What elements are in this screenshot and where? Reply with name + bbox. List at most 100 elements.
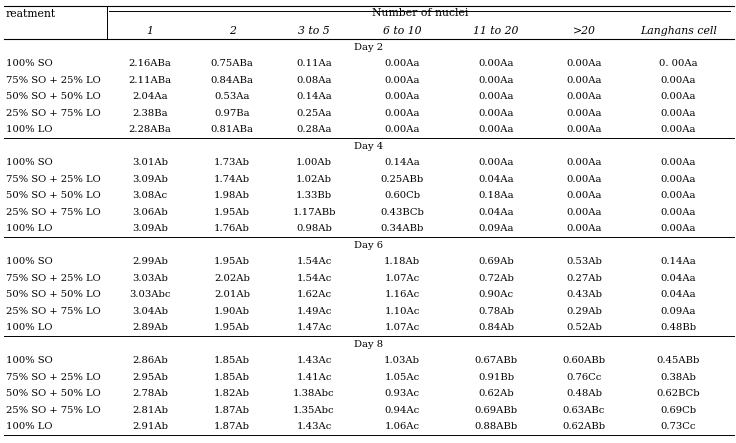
Text: 0.63ABc: 0.63ABc: [563, 406, 605, 415]
Text: 0.90Ac: 0.90Ac: [478, 290, 514, 299]
Text: 0.60Cb: 0.60Cb: [384, 191, 420, 200]
Text: 0.69ABb: 0.69ABb: [475, 406, 517, 415]
Text: 0.09Aa: 0.09Aa: [478, 224, 514, 233]
Text: 0.48Ab: 0.48Ab: [566, 389, 602, 398]
Text: Langhans cell: Langhans cell: [640, 26, 717, 36]
Text: 3.09Ab: 3.09Ab: [132, 175, 168, 184]
Text: 0.11Aa: 0.11Aa: [296, 59, 332, 68]
Text: 0.34ABb: 0.34ABb: [381, 224, 424, 233]
Text: 2: 2: [229, 26, 236, 36]
Text: 0.00Aa: 0.00Aa: [566, 158, 602, 167]
Text: 0.27Ab: 0.27Ab: [566, 274, 602, 283]
Text: 1.41Ac: 1.41Ac: [297, 373, 332, 382]
Text: 3 to 5: 3 to 5: [298, 26, 330, 36]
Text: 0.73Cc: 0.73Cc: [661, 422, 696, 431]
Text: Day 4: Day 4: [354, 142, 383, 151]
Text: 1.05Ac: 1.05Ac: [384, 373, 420, 382]
Text: 3.03Abc: 3.03Abc: [130, 290, 171, 299]
Text: 0.53Aa: 0.53Aa: [214, 92, 250, 101]
Text: 1.54Ac: 1.54Ac: [297, 257, 332, 266]
Text: Day 6: Day 6: [355, 241, 383, 250]
Text: 0.00Aa: 0.00Aa: [384, 92, 420, 101]
Text: 3.09Ab: 3.09Ab: [132, 224, 168, 233]
Text: 1.95Ab: 1.95Ab: [214, 323, 250, 332]
Text: 0.94Ac: 0.94Ac: [384, 406, 420, 415]
Text: 1.07Ac: 1.07Ac: [384, 323, 420, 332]
Text: 1.90Ab: 1.90Ab: [214, 307, 250, 316]
Text: 0.78Ab: 0.78Ab: [478, 307, 514, 316]
Text: 1.06Ac: 1.06Ac: [384, 422, 420, 431]
Text: 100% LO: 100% LO: [6, 224, 52, 233]
Text: 2.81Ab: 2.81Ab: [132, 406, 168, 415]
Text: 0.43BCb: 0.43BCb: [380, 208, 424, 217]
Text: 0.00Aa: 0.00Aa: [566, 175, 602, 184]
Text: 0.00Aa: 0.00Aa: [384, 109, 420, 118]
Text: 1.73Ab: 1.73Ab: [214, 158, 250, 167]
Text: Day 2: Day 2: [355, 43, 383, 52]
Text: 75% SO + 25% LO: 75% SO + 25% LO: [6, 274, 101, 283]
Text: 0.00Aa: 0.00Aa: [478, 109, 514, 118]
Text: 0.48Bb: 0.48Bb: [660, 323, 696, 332]
Text: 0.04Aa: 0.04Aa: [661, 290, 696, 299]
Text: 2.89Ab: 2.89Ab: [132, 323, 168, 332]
Text: 1.33Bb: 1.33Bb: [296, 191, 332, 200]
Text: 2.78Ab: 2.78Ab: [132, 389, 168, 398]
Text: >20: >20: [573, 26, 595, 36]
Text: 1.76Ab: 1.76Ab: [214, 224, 250, 233]
Text: 1.54Ac: 1.54Ac: [297, 274, 332, 283]
Text: 0.62Ab: 0.62Ab: [478, 389, 514, 398]
Text: 0.00Aa: 0.00Aa: [566, 224, 602, 233]
Text: 0.00Aa: 0.00Aa: [566, 191, 602, 200]
Text: 100% SO: 100% SO: [6, 59, 53, 68]
Text: reatment: reatment: [6, 9, 56, 19]
Text: Day 8: Day 8: [355, 340, 383, 349]
Text: 0.72Ab: 0.72Ab: [478, 274, 514, 283]
Text: 75% SO + 25% LO: 75% SO + 25% LO: [6, 76, 101, 85]
Text: 25% SO + 75% LO: 25% SO + 75% LO: [6, 307, 101, 316]
Text: 0.00Aa: 0.00Aa: [566, 59, 602, 68]
Text: 1.95Ab: 1.95Ab: [214, 208, 250, 217]
Text: 1.47Ac: 1.47Ac: [297, 323, 332, 332]
Text: 0.69Cb: 0.69Cb: [660, 406, 696, 415]
Text: 0.88ABb: 0.88ABb: [475, 422, 517, 431]
Text: 0.00Aa: 0.00Aa: [566, 92, 602, 101]
Text: 1.87Ab: 1.87Ab: [214, 422, 250, 431]
Text: 1.17ABb: 1.17ABb: [292, 208, 336, 217]
Text: 100% LO: 100% LO: [6, 323, 52, 332]
Text: 1: 1: [146, 26, 153, 36]
Text: 0.91Bb: 0.91Bb: [478, 373, 514, 382]
Text: 0.00Aa: 0.00Aa: [566, 125, 602, 134]
Text: 0.76Cc: 0.76Cc: [566, 373, 602, 382]
Text: 0.00Aa: 0.00Aa: [566, 208, 602, 217]
Text: 0.00Aa: 0.00Aa: [661, 158, 696, 167]
Text: 0.81ABa: 0.81ABa: [210, 125, 253, 134]
Text: 0.00Aa: 0.00Aa: [384, 125, 420, 134]
Text: 0.00Aa: 0.00Aa: [661, 208, 696, 217]
Text: 2.99Ab: 2.99Ab: [132, 257, 168, 266]
Text: 0.97Ba: 0.97Ba: [214, 109, 250, 118]
Text: 100% LO: 100% LO: [6, 125, 52, 134]
Text: 2.38Ba: 2.38Ba: [132, 109, 168, 118]
Text: 0.00Aa: 0.00Aa: [566, 109, 602, 118]
Text: 2.91Ab: 2.91Ab: [132, 422, 168, 431]
Text: 6 to 10: 6 to 10: [383, 26, 421, 36]
Text: 1.87Ab: 1.87Ab: [214, 406, 250, 415]
Text: 0.00Aa: 0.00Aa: [384, 59, 420, 68]
Text: 0.00Aa: 0.00Aa: [478, 125, 514, 134]
Text: 50% SO + 50% LO: 50% SO + 50% LO: [6, 191, 101, 200]
Text: 0.00Aa: 0.00Aa: [661, 175, 696, 184]
Text: 50% SO + 50% LO: 50% SO + 50% LO: [6, 389, 101, 398]
Text: 0.00Aa: 0.00Aa: [661, 76, 696, 85]
Text: 0.09Aa: 0.09Aa: [661, 307, 696, 316]
Text: 1.38Abc: 1.38Abc: [293, 389, 335, 398]
Text: 1.98Ab: 1.98Ab: [214, 191, 250, 200]
Text: 25% SO + 75% LO: 25% SO + 75% LO: [6, 109, 101, 118]
Text: 2.95Ab: 2.95Ab: [132, 373, 168, 382]
Text: 1.02Ab: 1.02Ab: [296, 175, 332, 184]
Text: 1.10Ac: 1.10Ac: [384, 307, 420, 316]
Text: 0.69Ab: 0.69Ab: [478, 257, 514, 266]
Text: 11 to 20: 11 to 20: [473, 26, 519, 36]
Text: 1.07Ac: 1.07Ac: [384, 274, 420, 283]
Text: 0.08Aa: 0.08Aa: [297, 76, 332, 85]
Text: 1.85Ab: 1.85Ab: [214, 356, 250, 365]
